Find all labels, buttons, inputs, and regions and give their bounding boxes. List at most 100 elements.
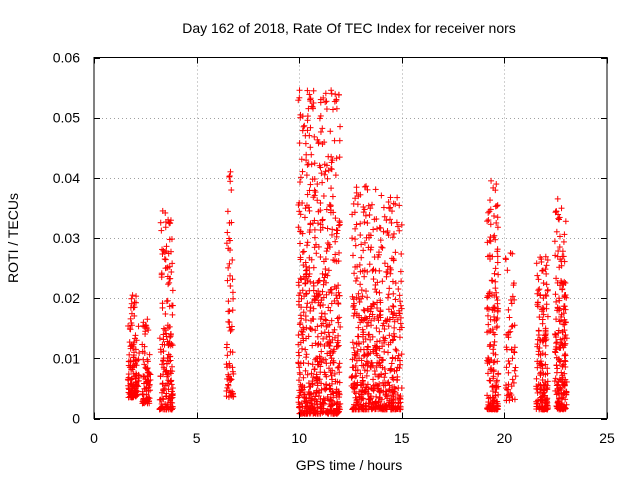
data-point bbox=[167, 331, 174, 338]
data-point bbox=[300, 248, 307, 255]
data-point bbox=[383, 217, 390, 224]
data-point bbox=[316, 387, 323, 394]
data-point bbox=[162, 256, 169, 263]
data-point bbox=[314, 279, 321, 286]
data-point bbox=[295, 224, 302, 231]
data-point bbox=[328, 300, 335, 307]
data-point bbox=[379, 278, 386, 285]
data-point bbox=[397, 314, 404, 321]
data-point bbox=[336, 314, 343, 321]
data-point bbox=[492, 265, 499, 272]
data-point bbox=[385, 323, 392, 330]
data-point bbox=[324, 410, 331, 417]
data-point bbox=[361, 388, 368, 395]
data-point bbox=[128, 342, 135, 349]
data-point bbox=[302, 267, 309, 274]
data-point bbox=[489, 383, 496, 390]
data-point bbox=[335, 319, 342, 326]
data-point bbox=[361, 206, 368, 213]
data-point bbox=[336, 369, 343, 376]
data-point bbox=[298, 400, 305, 407]
data-point bbox=[374, 225, 381, 232]
data-point bbox=[300, 359, 307, 366]
data-point bbox=[391, 333, 398, 340]
data-point bbox=[125, 382, 132, 389]
data-point bbox=[228, 187, 235, 194]
data-point bbox=[307, 181, 314, 188]
data-point bbox=[323, 317, 330, 324]
data-point bbox=[162, 224, 169, 231]
data-point bbox=[327, 369, 334, 376]
data-point bbox=[355, 290, 362, 297]
data-point bbox=[370, 266, 377, 273]
data-point bbox=[391, 318, 398, 325]
data-point bbox=[314, 361, 321, 368]
data-point bbox=[224, 208, 231, 215]
data-point bbox=[353, 350, 360, 357]
data-point bbox=[494, 323, 501, 330]
data-point bbox=[394, 223, 401, 230]
data-point bbox=[371, 315, 378, 322]
data-point bbox=[323, 334, 330, 341]
data-point bbox=[301, 391, 308, 398]
data-point bbox=[310, 194, 317, 201]
data-point bbox=[317, 253, 324, 260]
data-point bbox=[376, 267, 383, 274]
data-point bbox=[304, 127, 311, 134]
data-point bbox=[319, 409, 326, 416]
data-point bbox=[315, 140, 322, 147]
data-point bbox=[333, 155, 340, 162]
data-point bbox=[363, 315, 370, 322]
data-point bbox=[336, 391, 343, 398]
data-point bbox=[383, 273, 390, 280]
data-point bbox=[397, 268, 404, 275]
data-point bbox=[328, 317, 335, 324]
data-point bbox=[319, 179, 326, 186]
data-point bbox=[318, 403, 325, 410]
data-point bbox=[362, 387, 369, 394]
data-point bbox=[393, 367, 400, 374]
data-point bbox=[302, 346, 309, 353]
data-point bbox=[394, 194, 401, 201]
data-point bbox=[297, 290, 304, 297]
data-point bbox=[317, 112, 324, 119]
data-point bbox=[397, 298, 404, 305]
data-point bbox=[332, 251, 339, 258]
data-point bbox=[351, 209, 358, 216]
data-point bbox=[384, 269, 391, 276]
data-point bbox=[334, 364, 341, 371]
data-point bbox=[313, 355, 320, 362]
data-point bbox=[389, 374, 396, 381]
data-point bbox=[297, 174, 304, 181]
data-point bbox=[368, 385, 375, 392]
data-point bbox=[362, 212, 369, 219]
data-point bbox=[335, 409, 342, 416]
data-point bbox=[317, 301, 324, 308]
data-point bbox=[144, 378, 151, 385]
data-point bbox=[329, 106, 336, 113]
data-point bbox=[303, 351, 310, 358]
data-point bbox=[308, 256, 315, 263]
data-point bbox=[386, 285, 393, 292]
data-point bbox=[160, 325, 167, 332]
data-point bbox=[393, 347, 400, 354]
data-point bbox=[376, 328, 383, 335]
data-point bbox=[385, 349, 392, 356]
data-point bbox=[132, 332, 139, 339]
data-point bbox=[370, 301, 377, 308]
data-point bbox=[370, 300, 377, 307]
data-point bbox=[311, 295, 318, 302]
data-point bbox=[295, 399, 302, 406]
data-point bbox=[383, 388, 390, 395]
data-point bbox=[337, 323, 344, 330]
data-point bbox=[309, 361, 316, 368]
data-point bbox=[223, 240, 230, 247]
data-point bbox=[143, 384, 150, 391]
data-point bbox=[295, 279, 302, 286]
data-point bbox=[487, 221, 494, 228]
data-point bbox=[325, 153, 332, 160]
data-point bbox=[374, 254, 381, 261]
data-point bbox=[390, 314, 397, 321]
data-point bbox=[163, 264, 170, 271]
data-point bbox=[391, 324, 398, 331]
